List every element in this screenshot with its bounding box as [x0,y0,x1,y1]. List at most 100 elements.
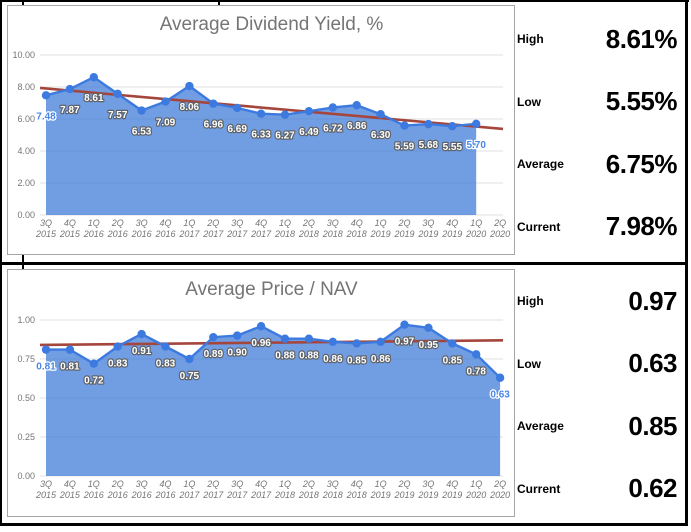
stat-value: 8.61% [605,23,678,54]
price-nav-stats: High 0.97 Low 0.63 Average 0.85 Current … [517,286,677,504]
svg-text:5.68: 5.68 [419,140,439,151]
svg-text:6.69: 6.69 [227,124,247,135]
svg-text:1.00: 1.00 [17,315,35,325]
stat-row-low: Low 0.63 [517,348,677,379]
svg-text:0.50: 0.50 [17,393,35,403]
svg-text:0.00: 0.00 [17,210,35,220]
stat-value: 6.75% [605,148,678,179]
svg-text:7.48: 7.48 [36,111,56,122]
svg-text:0.75: 0.75 [180,371,200,382]
svg-text:0.83: 0.83 [108,359,128,370]
svg-text:8.06: 8.06 [180,102,200,113]
svg-text:6.00: 6.00 [17,114,35,124]
stat-value: 7.98% [605,211,678,242]
stat-label: High [517,294,544,308]
svg-text:0.83: 0.83 [156,359,176,370]
stat-row-current: Current 0.62 [517,473,677,504]
dividend-yield-stats: High 8.61% Low 5.55% Average 6.75% Curre… [517,23,678,242]
svg-text:0.81: 0.81 [36,362,56,373]
gridline-artifact [22,0,24,6]
stat-label: Average [517,157,564,172]
svg-text:10.00: 10.00 [12,50,35,60]
gridline-artifact [22,255,24,270]
svg-text:7.09: 7.09 [156,118,176,129]
frame-border-bottom [0,523,688,526]
stat-value: 0.97 [628,285,677,316]
stat-row-high: High 8.61% [517,23,678,54]
svg-text:0.85: 0.85 [347,355,367,366]
stat-value: 0.62 [628,473,677,504]
svg-text:0.63: 0.63 [490,390,510,401]
svg-text:6.30: 6.30 [371,130,391,141]
gridline-artifact [218,0,220,6]
svg-text:0.95: 0.95 [419,340,439,351]
svg-text:6.27: 6.27 [275,131,295,142]
stat-label: Current [517,481,561,496]
stat-row-current: Current 7.98% [517,211,678,242]
svg-text:6.53: 6.53 [132,127,152,138]
svg-text:7.87: 7.87 [60,105,80,116]
svg-text:0.91: 0.91 [132,346,152,357]
svg-text:0.86: 0.86 [323,354,343,365]
stat-row-average: Average 6.75% [517,148,678,179]
stat-row-average: Average 0.85 [517,411,677,441]
svg-text:6.49: 6.49 [299,127,319,138]
svg-text:6.96: 6.96 [204,120,224,131]
svg-text:0.90: 0.90 [227,348,247,359]
stat-row-low: Low 5.55% [517,86,678,117]
svg-text:0.88: 0.88 [299,351,319,362]
svg-text:0.85: 0.85 [443,355,463,366]
svg-text:0.86: 0.86 [371,354,391,365]
dividend-yield-chart-title: Average Dividend Yield, % [159,14,384,35]
svg-text:8.00: 8.00 [17,82,35,92]
stat-value: 5.55% [605,86,678,117]
stat-label: Low [517,94,541,109]
svg-text:0.78: 0.78 [466,366,486,377]
svg-text:5.55: 5.55 [443,142,463,153]
svg-text:7.57: 7.57 [108,110,128,121]
panel-divider [0,262,688,265]
stat-label: Average [517,419,564,434]
stat-label: Low [517,356,541,371]
svg-text:0.25: 0.25 [17,432,35,442]
svg-text:0.00: 0.00 [17,471,35,481]
svg-text:0.97: 0.97 [395,337,415,348]
stat-value: 0.63 [628,348,677,379]
svg-text:5.70: 5.70 [466,140,486,151]
svg-text:8.61: 8.61 [84,93,104,104]
price-nav-chart-title: Average Price / NAV [185,279,358,300]
svg-text:0.81: 0.81 [60,362,80,373]
svg-text:0.75: 0.75 [17,354,35,364]
